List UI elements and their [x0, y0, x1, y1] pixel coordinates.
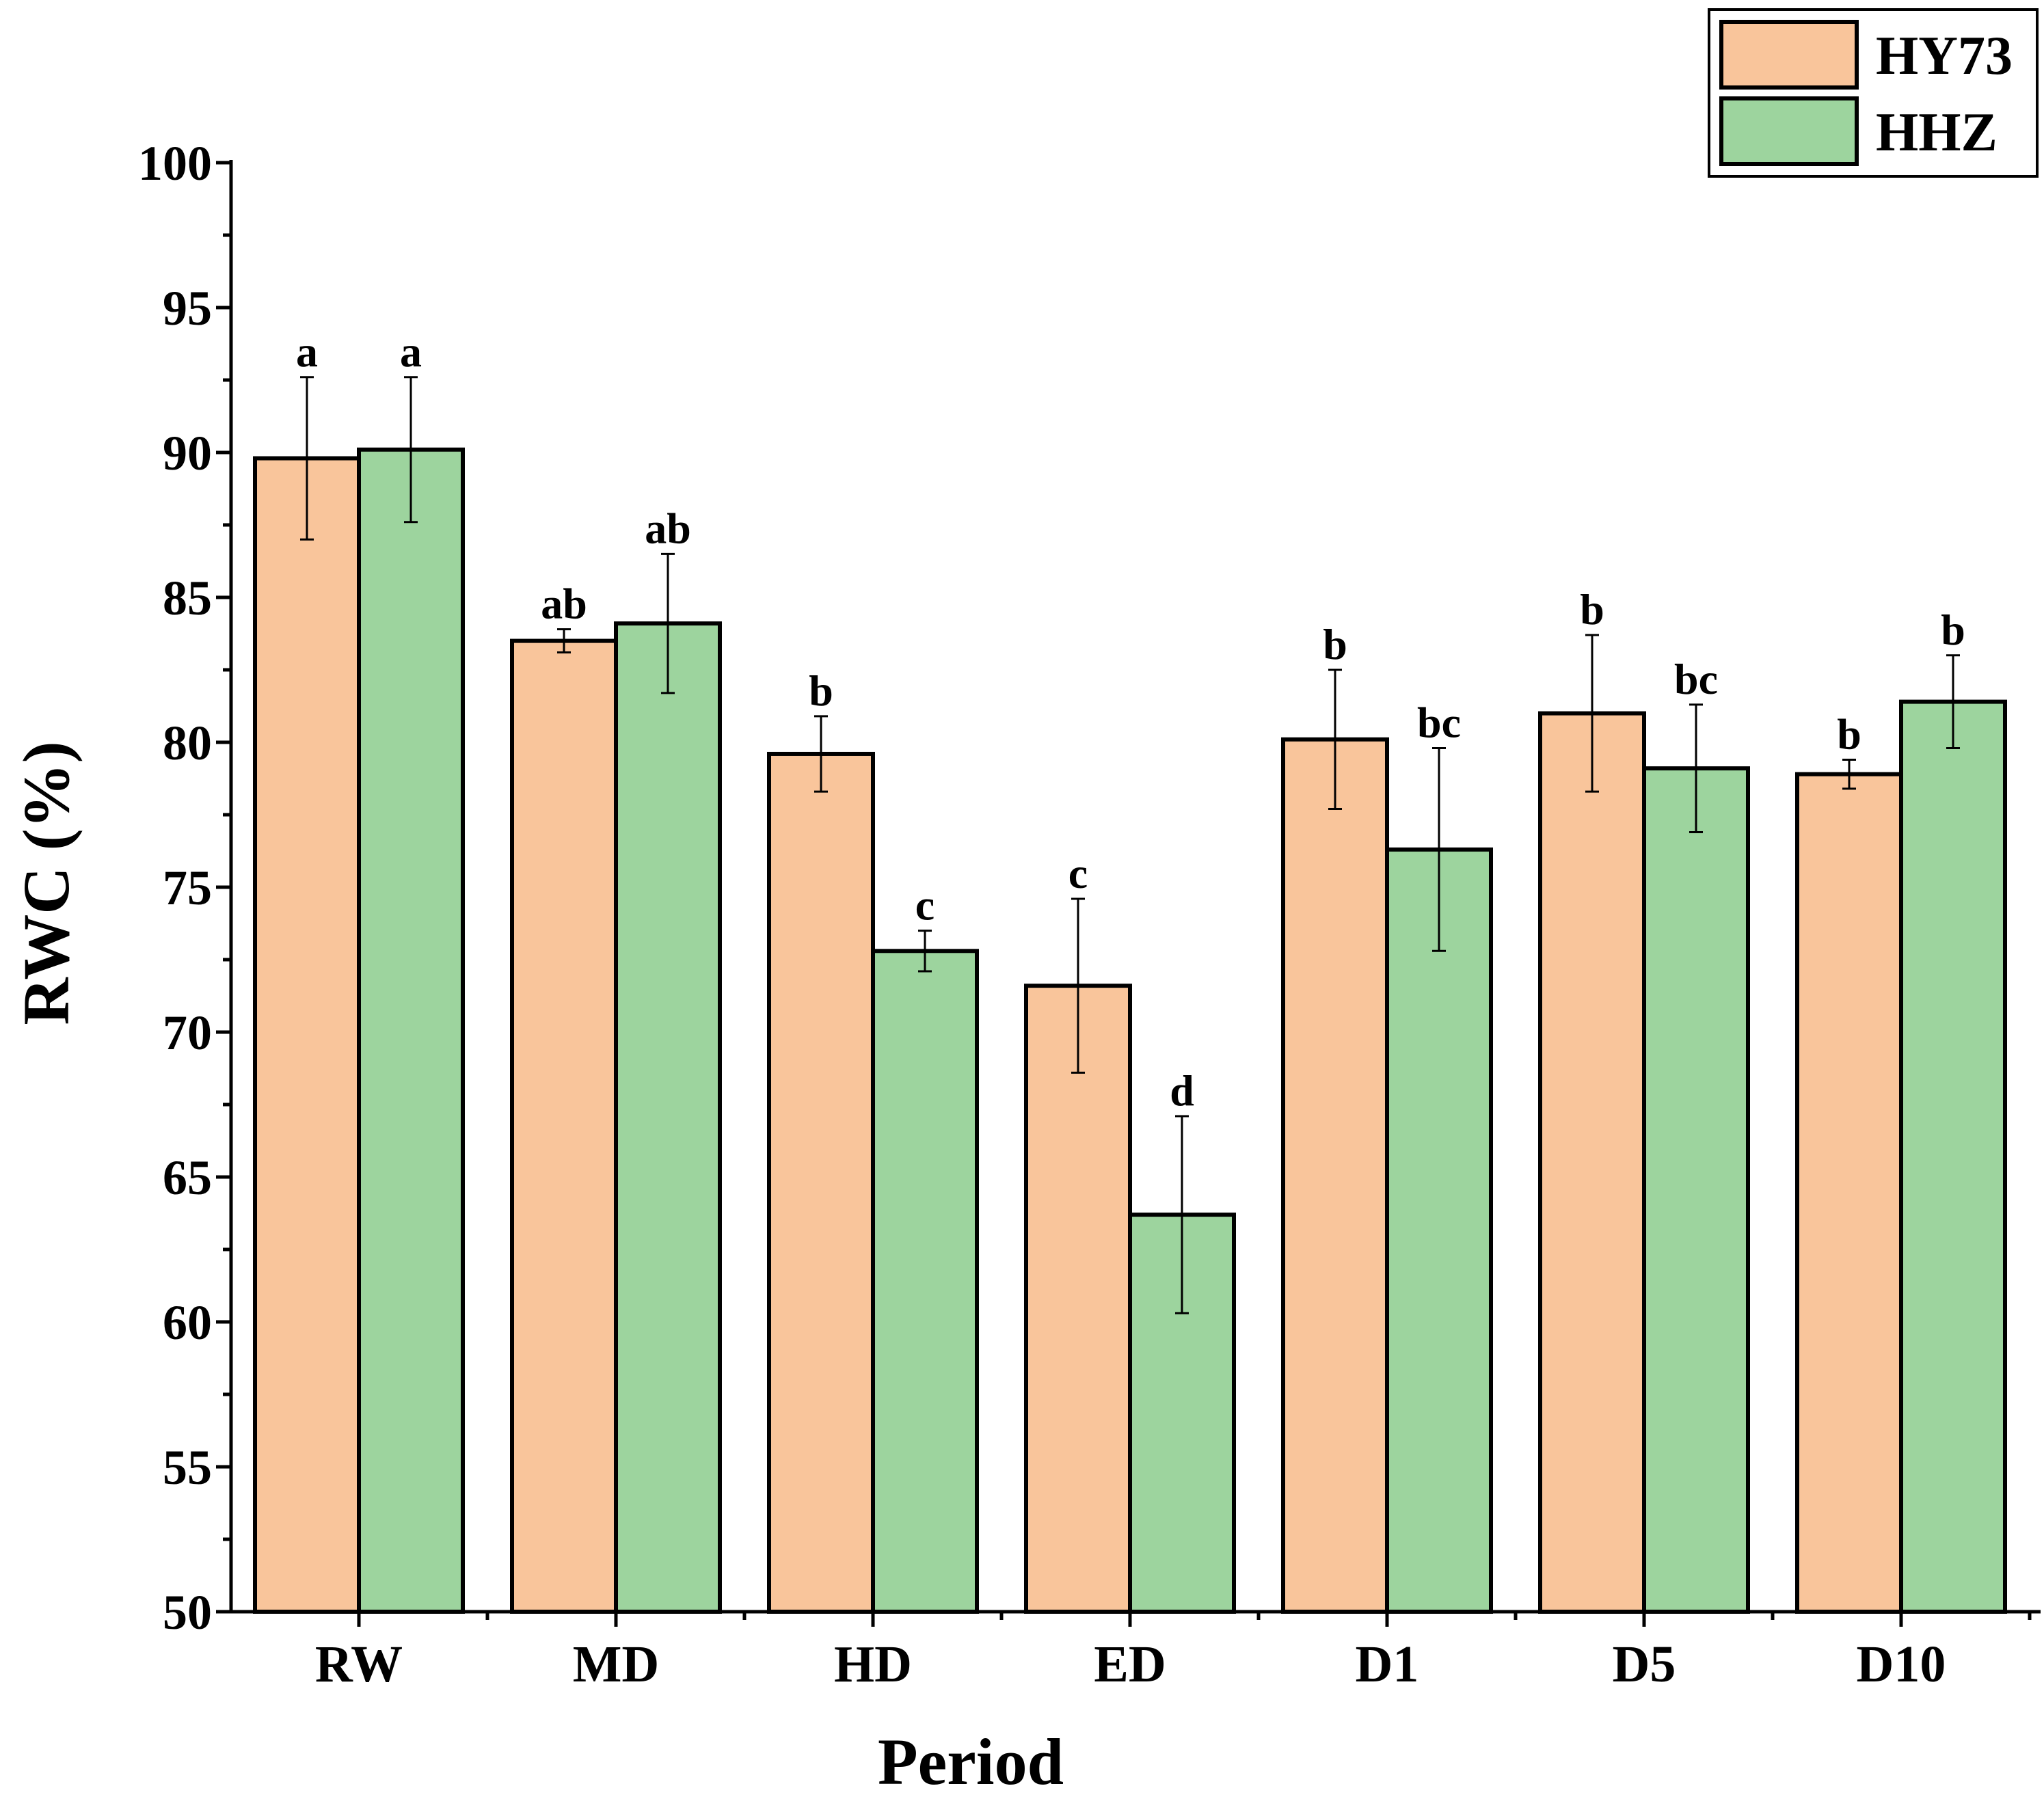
y-tick-label: 50: [163, 1585, 212, 1640]
significance-label: d: [1170, 1066, 1194, 1115]
significance-label: c: [915, 881, 934, 930]
x-axis: RW MD HD ED D1 D5 D10: [231, 1610, 2041, 1693]
x-tick-label: HD: [834, 1636, 912, 1693]
y-tick-label: 95: [163, 281, 212, 336]
x-tick-label: RW: [315, 1636, 403, 1693]
x-tick-label: D1: [1356, 1636, 1419, 1693]
significance-label: b: [1580, 585, 1604, 634]
significance-label: b: [809, 666, 833, 715]
legend-label-hy73: HY73: [1876, 26, 2013, 86]
x-tick-label: ED: [1094, 1636, 1166, 1693]
bar-hy73-d1: [1281, 737, 1389, 1614]
bar-hy73-d10: [1795, 772, 1903, 1614]
significance-label: bc: [1674, 655, 1718, 703]
bar-hhz-rw: [357, 447, 465, 1614]
bar-hy73-ed: [1024, 984, 1132, 1614]
significance-label: c: [1068, 849, 1088, 897]
significance-label: b: [1941, 606, 1965, 654]
significance-label: a: [296, 327, 318, 376]
y-tick-label: 90: [163, 426, 212, 481]
bar-hy73-md: [510, 638, 618, 1614]
significance-label: b: [1837, 709, 1861, 758]
significance-label: ab: [541, 580, 587, 628]
bar-hhz-d1: [1385, 847, 1493, 1614]
x-tick-label: D10: [1857, 1636, 1946, 1693]
y-tick-label: 80: [163, 716, 212, 770]
x-tick-label: D5: [1613, 1636, 1676, 1693]
x-tick-label: MD: [573, 1636, 660, 1693]
y-tick-label: 70: [163, 1005, 212, 1060]
significance-label: a: [400, 327, 422, 376]
y-axis: 50 55 60 65 70 75 80 85 90 95 100: [138, 136, 233, 1640]
y-axis-title: RWC (%): [10, 741, 83, 1025]
legend-swatch-hy73: [1719, 20, 1859, 90]
y-tick-label: 85: [163, 571, 212, 625]
y-tick-label: 55: [163, 1440, 212, 1495]
y-tick-label: 65: [163, 1150, 212, 1205]
bar-hhz-md: [614, 621, 722, 1614]
bar-hy73-d5: [1538, 711, 1646, 1614]
legend: HY73 HHZ: [1708, 8, 2039, 178]
bar-hy73-rw: [253, 456, 361, 1614]
bar-hhz-hd: [871, 949, 979, 1614]
bar-hhz-d10: [1899, 699, 2007, 1614]
y-tick-label: 60: [163, 1295, 212, 1350]
x-axis-title: Period: [878, 1725, 1064, 1798]
legend-swatch-hhz: [1719, 96, 1859, 166]
bar-hhz-d5: [1642, 766, 1750, 1614]
y-tick-label: 75: [163, 861, 212, 915]
significance-label: ab: [645, 504, 691, 552]
bar-hy73-hd: [767, 751, 875, 1614]
y-tick-label: 100: [138, 136, 212, 191]
legend-label-hhz: HHZ: [1876, 103, 1998, 163]
significance-label: b: [1323, 620, 1347, 668]
significance-label: bc: [1417, 698, 1461, 746]
